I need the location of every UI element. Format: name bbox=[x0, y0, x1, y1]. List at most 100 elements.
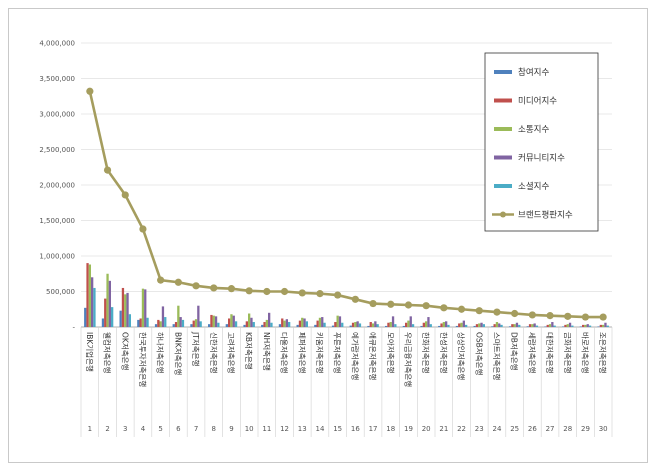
bar bbox=[154, 324, 158, 327]
bar bbox=[455, 325, 459, 327]
line-point bbox=[564, 312, 572, 320]
bar bbox=[296, 324, 299, 327]
bar bbox=[124, 294, 127, 327]
bar bbox=[533, 323, 536, 327]
line-point bbox=[210, 284, 218, 292]
bar bbox=[493, 324, 496, 327]
line-point bbox=[103, 166, 112, 174]
category-label: 조은저축은행 bbox=[598, 332, 608, 373]
bar bbox=[584, 324, 587, 327]
category-label: 상상인저축은행 bbox=[457, 332, 467, 380]
bar bbox=[119, 310, 122, 327]
bar bbox=[579, 326, 582, 327]
bar bbox=[234, 321, 238, 327]
bar bbox=[367, 325, 370, 327]
bar bbox=[480, 322, 483, 327]
bar bbox=[321, 317, 324, 327]
legend-label: 소통지수 bbox=[518, 125, 549, 135]
rank-label: 23 bbox=[475, 425, 484, 433]
bar bbox=[111, 307, 114, 327]
rank-label: 21 bbox=[439, 425, 448, 433]
category-label: OK저축은행 bbox=[120, 332, 130, 371]
category-label: 바로저축은행 bbox=[580, 332, 590, 373]
category-label: 신한저축은행 bbox=[209, 332, 219, 373]
y-tick-label: 1,500,000 bbox=[39, 217, 75, 225]
bar bbox=[88, 264, 91, 327]
bar bbox=[508, 326, 512, 327]
bar bbox=[369, 322, 372, 327]
category-label: 푸른저축은행 bbox=[333, 332, 343, 373]
bar bbox=[402, 325, 405, 327]
bar bbox=[546, 324, 549, 327]
legend-swatch bbox=[494, 127, 512, 131]
bar bbox=[323, 322, 326, 327]
rank-label: 18 bbox=[386, 425, 395, 433]
category-label: IBK기업은행 bbox=[85, 332, 95, 372]
legend-label: 미디어지수 bbox=[518, 96, 557, 107]
bar bbox=[460, 322, 463, 327]
line-point bbox=[227, 285, 236, 293]
category-label: 하나저축은행 bbox=[156, 332, 166, 373]
y-tick-label: 3,000,000 bbox=[39, 111, 75, 119]
line-point bbox=[475, 307, 483, 315]
line-point bbox=[457, 305, 466, 313]
category-label: BNK저축은행 bbox=[173, 332, 183, 375]
bar bbox=[270, 322, 273, 327]
category-label: JT저축은행 bbox=[191, 331, 201, 366]
bar bbox=[334, 322, 337, 327]
bar bbox=[566, 324, 569, 327]
rank-label: 19 bbox=[404, 425, 413, 433]
bar bbox=[265, 319, 268, 327]
line-point bbox=[440, 304, 448, 312]
category-label: 고려저축은행 bbox=[226, 332, 236, 373]
category-label: 키움저축은행 bbox=[315, 332, 325, 373]
category-label: 다올저축은행 bbox=[280, 332, 290, 373]
bar bbox=[261, 324, 264, 327]
bar bbox=[562, 326, 565, 327]
rank-label: 26 bbox=[528, 425, 537, 433]
line-point bbox=[174, 278, 182, 286]
bar bbox=[225, 324, 228, 327]
bar bbox=[429, 324, 432, 327]
line-point bbox=[546, 312, 554, 320]
bar bbox=[442, 322, 445, 327]
line-point bbox=[493, 308, 501, 316]
bar bbox=[604, 322, 607, 327]
category-label: 예가람저축은행 bbox=[350, 332, 360, 380]
rank-label: 8 bbox=[212, 425, 216, 433]
bar bbox=[316, 320, 319, 327]
y-tick-label: 2,500,000 bbox=[39, 146, 75, 154]
bar bbox=[228, 318, 231, 327]
bar bbox=[526, 326, 529, 327]
bar bbox=[551, 322, 554, 327]
bar bbox=[305, 321, 308, 327]
bar bbox=[144, 289, 147, 327]
bar bbox=[174, 322, 178, 327]
category-label: 애큐온저축은행 bbox=[368, 332, 378, 380]
category-label: 세람저축은행 bbox=[527, 332, 537, 373]
line-point bbox=[334, 291, 342, 299]
bar bbox=[137, 319, 140, 327]
bar bbox=[588, 325, 592, 327]
bar bbox=[528, 324, 532, 327]
bar bbox=[232, 315, 235, 327]
bar bbox=[358, 323, 362, 327]
bar bbox=[172, 324, 175, 327]
rank-label: 10 bbox=[245, 425, 254, 433]
bar bbox=[445, 321, 448, 327]
bar bbox=[199, 321, 202, 327]
bar bbox=[407, 320, 410, 327]
bar bbox=[498, 323, 501, 327]
bar bbox=[422, 322, 425, 327]
bar bbox=[447, 324, 450, 327]
line-point bbox=[316, 290, 324, 298]
bar bbox=[356, 321, 359, 327]
bar bbox=[93, 287, 96, 327]
rank-label: 1 bbox=[88, 425, 92, 433]
bar bbox=[190, 324, 193, 327]
line-point bbox=[298, 289, 306, 297]
legend-box bbox=[484, 52, 599, 232]
rank-label: 17 bbox=[369, 425, 378, 433]
bar bbox=[139, 318, 142, 327]
bar bbox=[179, 317, 182, 327]
